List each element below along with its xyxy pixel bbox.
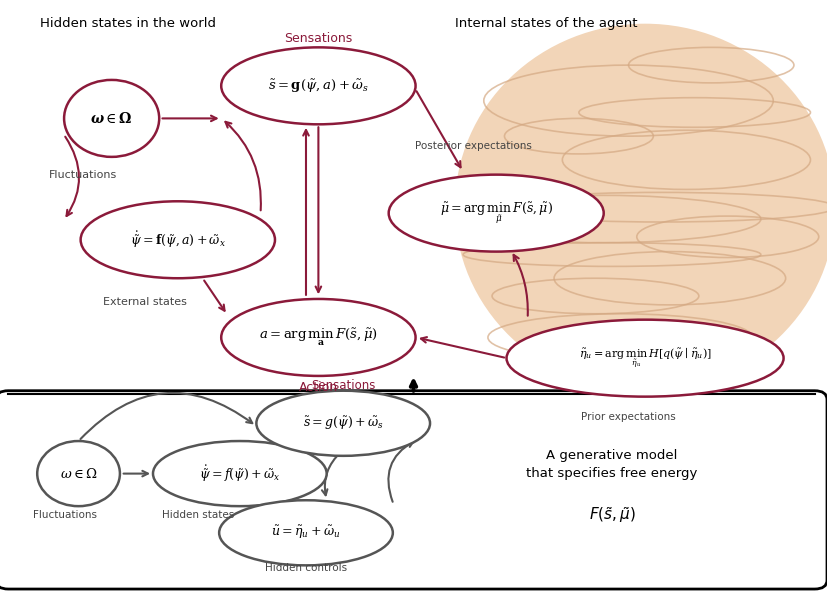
Ellipse shape: [221, 47, 415, 124]
Text: Hidden controls: Hidden controls: [265, 564, 347, 573]
Text: $\tilde{\mu} = \arg\min_{\tilde{\mu}}\, F(\tilde{s}, \tilde{\mu})$: $\tilde{\mu} = \arg\min_{\tilde{\mu}}\, …: [440, 200, 552, 226]
Ellipse shape: [221, 299, 415, 376]
Ellipse shape: [256, 391, 430, 456]
Text: $\dot{\tilde{\psi}} = \mathbf{f}(\tilde{\psi}, a) + \tilde{\omega}_x$: $\dot{\tilde{\psi}} = \mathbf{f}(\tilde{…: [130, 230, 226, 250]
Text: $a = \arg\min_{\mathbf{a}}\, F(\tilde{s}, \tilde{\mu})$: $a = \arg\min_{\mathbf{a}}\, F(\tilde{s}…: [259, 327, 378, 348]
Text: Posterior expectations: Posterior expectations: [415, 141, 533, 150]
FancyBboxPatch shape: [0, 391, 827, 589]
Text: Prior expectations: Prior expectations: [581, 412, 676, 422]
Ellipse shape: [506, 320, 784, 397]
Ellipse shape: [219, 500, 393, 565]
Text: Fluctuations: Fluctuations: [32, 510, 97, 520]
Text: External states: External states: [103, 297, 187, 307]
Text: $\tilde{s} = g(\tilde{\psi}) + \tilde{\omega}_s$: $\tilde{s} = g(\tilde{\psi}) + \tilde{\o…: [303, 414, 384, 432]
Text: Sensations: Sensations: [284, 32, 352, 45]
Text: $\dot{\tilde{\psi}} = f(\tilde{\psi}) + \tilde{\omega}_x$: $\dot{\tilde{\psi}} = f(\tilde{\psi}) + …: [199, 464, 280, 484]
Text: $\tilde{\eta}_u = \arg\min_{\tilde{\eta}_u}\, H[q(\tilde{\psi} \mid \tilde{\eta}: $\tilde{\eta}_u = \arg\min_{\tilde{\eta}…: [579, 346, 711, 371]
Ellipse shape: [389, 175, 604, 252]
Ellipse shape: [37, 441, 120, 506]
Ellipse shape: [153, 441, 327, 506]
Ellipse shape: [65, 80, 159, 157]
Text: $F(\tilde{s}, \tilde{\mu})$: $F(\tilde{s}, \tilde{\mu})$: [589, 505, 635, 525]
Ellipse shape: [81, 201, 275, 278]
Text: $\boldsymbol{\omega} \in \boldsymbol{\Omega}$: $\boldsymbol{\omega} \in \boldsymbol{\Om…: [90, 111, 133, 126]
Text: Sensations: Sensations: [311, 379, 375, 392]
Text: Hidden states: Hidden states: [162, 510, 235, 520]
Text: $\tilde{s} = \mathbf{g}(\tilde{\psi}, a) + \tilde{\omega}_s$: $\tilde{s} = \mathbf{g}(\tilde{\psi}, a)…: [268, 77, 369, 95]
Text: Fluctuations: Fluctuations: [49, 170, 117, 179]
Text: Hidden states in the world: Hidden states in the world: [41, 17, 216, 30]
Text: Internal states of the agent: Internal states of the agent: [455, 17, 637, 30]
Text: $\omega \in \Omega$: $\omega \in \Omega$: [60, 466, 98, 481]
Text: A generative model
that specifies free energy: A generative model that specifies free e…: [526, 449, 698, 480]
Text: Action: Action: [299, 381, 338, 394]
Ellipse shape: [455, 24, 827, 391]
Text: $\tilde{u} = \tilde{\eta}_u + \tilde{\omega}_u$: $\tilde{u} = \tilde{\eta}_u + \tilde{\om…: [271, 524, 341, 542]
